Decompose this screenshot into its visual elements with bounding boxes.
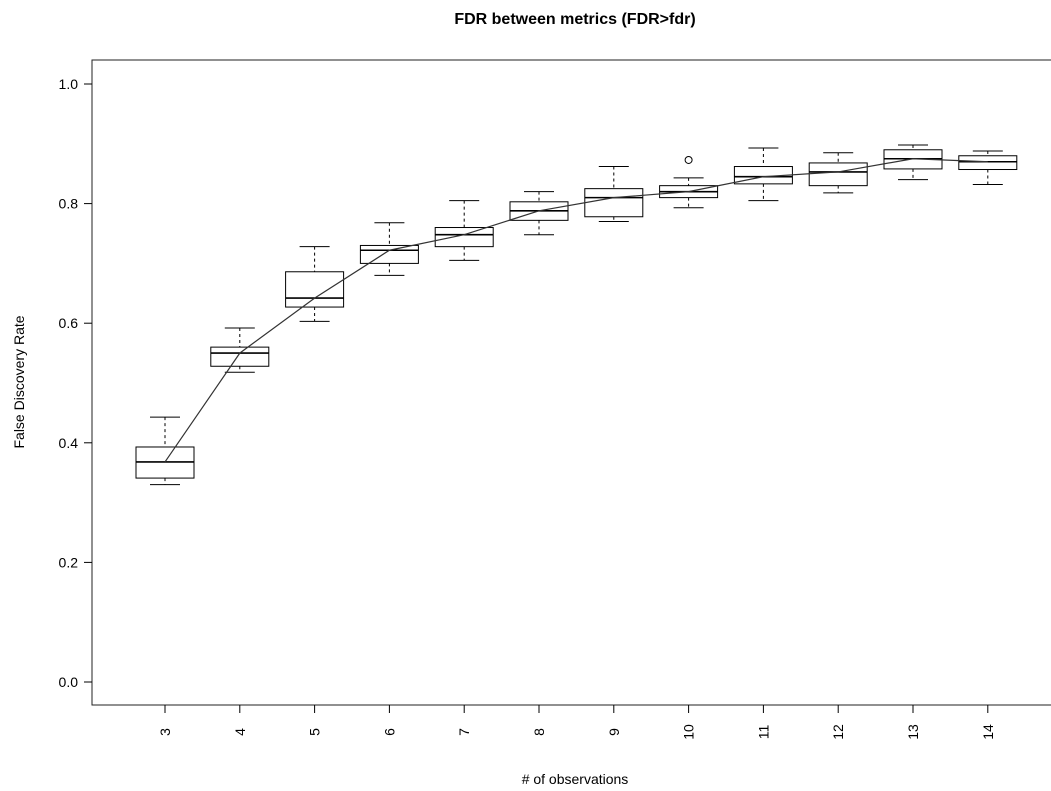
box-8 xyxy=(509,191,569,236)
x-tick-label: 10 xyxy=(681,724,697,740)
box-14 xyxy=(958,150,1018,185)
x-tick-label: 7 xyxy=(456,728,472,736)
box-3 xyxy=(135,416,195,486)
box-4 xyxy=(210,327,270,373)
box-iqr xyxy=(285,271,345,308)
y-axis-label: False Discovery Rate xyxy=(11,315,27,448)
median-trend-line xyxy=(164,158,988,463)
box-9 xyxy=(584,166,644,223)
y-tick-label: 0.4 xyxy=(59,435,79,451)
plot-frame xyxy=(91,59,1051,706)
box-iqr xyxy=(958,155,1018,171)
plot-border xyxy=(91,59,1051,706)
x-tick-label: 12 xyxy=(830,724,846,740)
box-iqr xyxy=(210,346,270,367)
x-tick-label: 9 xyxy=(606,728,622,736)
chart-title: FDR between metrics (FDR>fdr) xyxy=(454,11,695,28)
box-7 xyxy=(434,200,494,261)
boxes-group xyxy=(135,144,1018,486)
x-tick-label: 3 xyxy=(157,728,173,736)
box-iqr xyxy=(584,188,644,218)
x-tick-label: 5 xyxy=(307,728,323,736)
y-tick-label: 0.2 xyxy=(59,554,79,570)
x-tick-label: 14 xyxy=(980,724,996,740)
outlier-point xyxy=(684,155,693,164)
y-axis: 0.0 0.2 0.4 0.6 0.8 1.0 xyxy=(59,76,92,690)
box-11 xyxy=(733,147,793,202)
x-tick-label: 13 xyxy=(905,724,921,740)
box-6 xyxy=(359,222,419,276)
y-tick-label: 0.0 xyxy=(59,674,79,690)
box-iqr xyxy=(359,244,419,264)
box-iqr xyxy=(434,227,494,248)
y-tick-label: 1.0 xyxy=(59,76,79,92)
box-10 xyxy=(659,155,719,209)
x-tick-label: 8 xyxy=(531,728,547,736)
trend-line-group xyxy=(164,158,988,463)
y-tick-label: 0.6 xyxy=(59,315,79,331)
box-iqr xyxy=(808,162,868,187)
x-tick-label: 11 xyxy=(755,725,771,740)
x-tick-label: 6 xyxy=(381,728,397,736)
x-axis: 3 4 5 6 7 8 9 10 11 12 13 14 xyxy=(157,705,996,740)
x-tick-label: 4 xyxy=(232,728,248,736)
box-5 xyxy=(285,246,345,322)
x-axis-label: # of observations xyxy=(522,771,629,787)
y-tick-label: 0.8 xyxy=(59,196,79,212)
